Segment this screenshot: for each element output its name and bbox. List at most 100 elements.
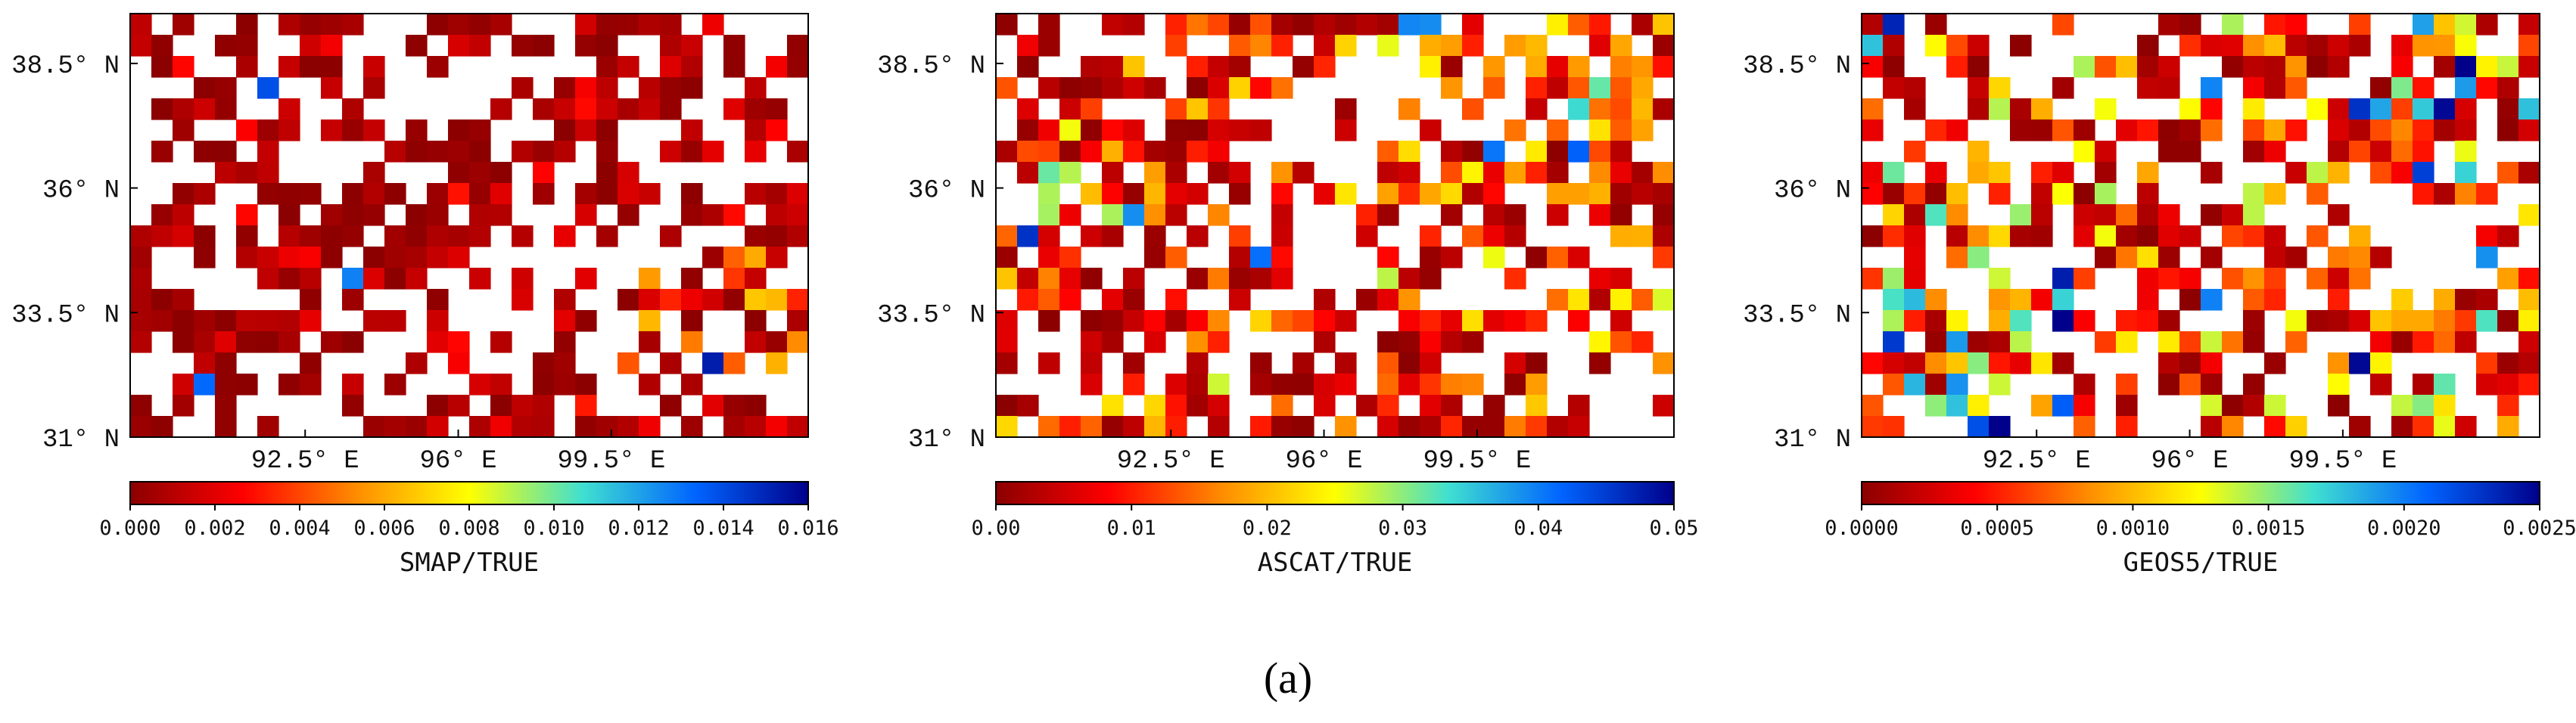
map-cell (2010, 98, 2032, 120)
map-cell (2052, 183, 2074, 205)
map-cell (1102, 162, 1124, 184)
map-cell (996, 395, 1018, 417)
map-cell (2370, 119, 2392, 141)
map-cell (2518, 162, 2540, 184)
map-cell (1187, 183, 1209, 205)
map-cell (427, 56, 449, 78)
map-cell (681, 183, 703, 205)
map-cell (2222, 268, 2244, 290)
map-cell (469, 162, 491, 184)
y-tick-label: 36° N (42, 177, 120, 206)
map-cell (278, 225, 300, 247)
map-cell (1123, 310, 1145, 332)
map-cell (2158, 268, 2180, 290)
map-cell (1441, 395, 1463, 417)
map-cell (2307, 162, 2329, 184)
map-cell (2074, 395, 2095, 417)
map-cell (723, 416, 745, 438)
map-cell (1883, 162, 1905, 184)
map-cell (1862, 98, 1884, 120)
map-cell (1653, 247, 1675, 268)
map-cell (1250, 268, 1272, 290)
map-cell (1208, 310, 1230, 332)
map-cell (554, 374, 576, 396)
map-cell (2328, 352, 2350, 374)
map-cell (1102, 310, 1124, 332)
map-cell (1610, 141, 1632, 163)
map-cell (2413, 35, 2434, 57)
map-cell (1504, 310, 1526, 332)
map-cell (2391, 416, 2413, 438)
map-cell (1038, 416, 1060, 438)
map-cell (1526, 352, 1548, 374)
map-cell (1293, 162, 1314, 184)
map-cell (1059, 204, 1081, 226)
map-cell (1925, 331, 1947, 353)
map-cell (1883, 352, 1905, 374)
map-cell (1293, 56, 1314, 78)
map-cell (1589, 352, 1611, 374)
map-cell (406, 352, 428, 374)
map-cell (342, 98, 364, 120)
map-cell (300, 225, 322, 247)
map-cell (2434, 14, 2456, 36)
map-cell (2497, 352, 2519, 374)
map-cell (1946, 374, 1968, 396)
map-cell (1187, 331, 1209, 353)
map-cell (1229, 225, 1251, 247)
map-cell (1144, 141, 1166, 163)
map-cell (1102, 331, 1124, 353)
map-cell (1462, 14, 1484, 36)
map-cell (2413, 183, 2434, 205)
map-cell (2349, 310, 2371, 332)
map-cells (1862, 14, 2540, 438)
map-cell (1568, 310, 1590, 332)
map-cell (151, 98, 173, 120)
map-cell (1653, 35, 1675, 57)
map-cell (596, 183, 618, 205)
map-cell (575, 310, 597, 332)
map-cell (1335, 310, 1357, 332)
map-cell (2201, 289, 2223, 311)
map-cell (1904, 268, 1926, 290)
map-cell (1165, 395, 1187, 417)
map-cell (215, 374, 237, 396)
map-cell (1653, 204, 1675, 226)
map-cell (2179, 141, 2201, 163)
map-cell (1904, 374, 1926, 396)
map-cell (639, 289, 661, 311)
map-cell (278, 331, 300, 353)
map-cell (1208, 204, 1230, 226)
map-cell (448, 162, 470, 184)
map-cell (2052, 289, 2074, 311)
map-cell (723, 395, 745, 417)
figure-caption: (a) (1264, 653, 1312, 703)
map-cell (1610, 183, 1632, 205)
map-cell (1526, 141, 1548, 163)
map-cell (215, 352, 237, 374)
map-cell (1059, 416, 1081, 438)
map-cell (236, 225, 258, 247)
colorbar-tick-label: 0.05 (1649, 517, 1698, 540)
map-cell (1102, 225, 1124, 247)
map-cell (342, 14, 364, 36)
map-cell (996, 352, 1018, 374)
map-cell (1989, 416, 2011, 438)
map-cell (787, 56, 809, 78)
map-cell (1208, 56, 1230, 78)
map-cell (996, 416, 1018, 438)
map-cell (1883, 225, 1905, 247)
map-cell (533, 162, 555, 184)
map-cell (1968, 416, 1990, 438)
map-cell (2476, 289, 2498, 311)
map-cell (2137, 225, 2159, 247)
map-cell (257, 416, 279, 438)
map-cell (533, 98, 555, 120)
map-cell (681, 141, 703, 163)
map-cell (257, 310, 279, 332)
map-cell (2370, 98, 2392, 120)
map-cell (2328, 268, 2350, 290)
map-cell (1589, 98, 1611, 120)
map-cell (596, 35, 618, 57)
map-cell (469, 268, 491, 290)
